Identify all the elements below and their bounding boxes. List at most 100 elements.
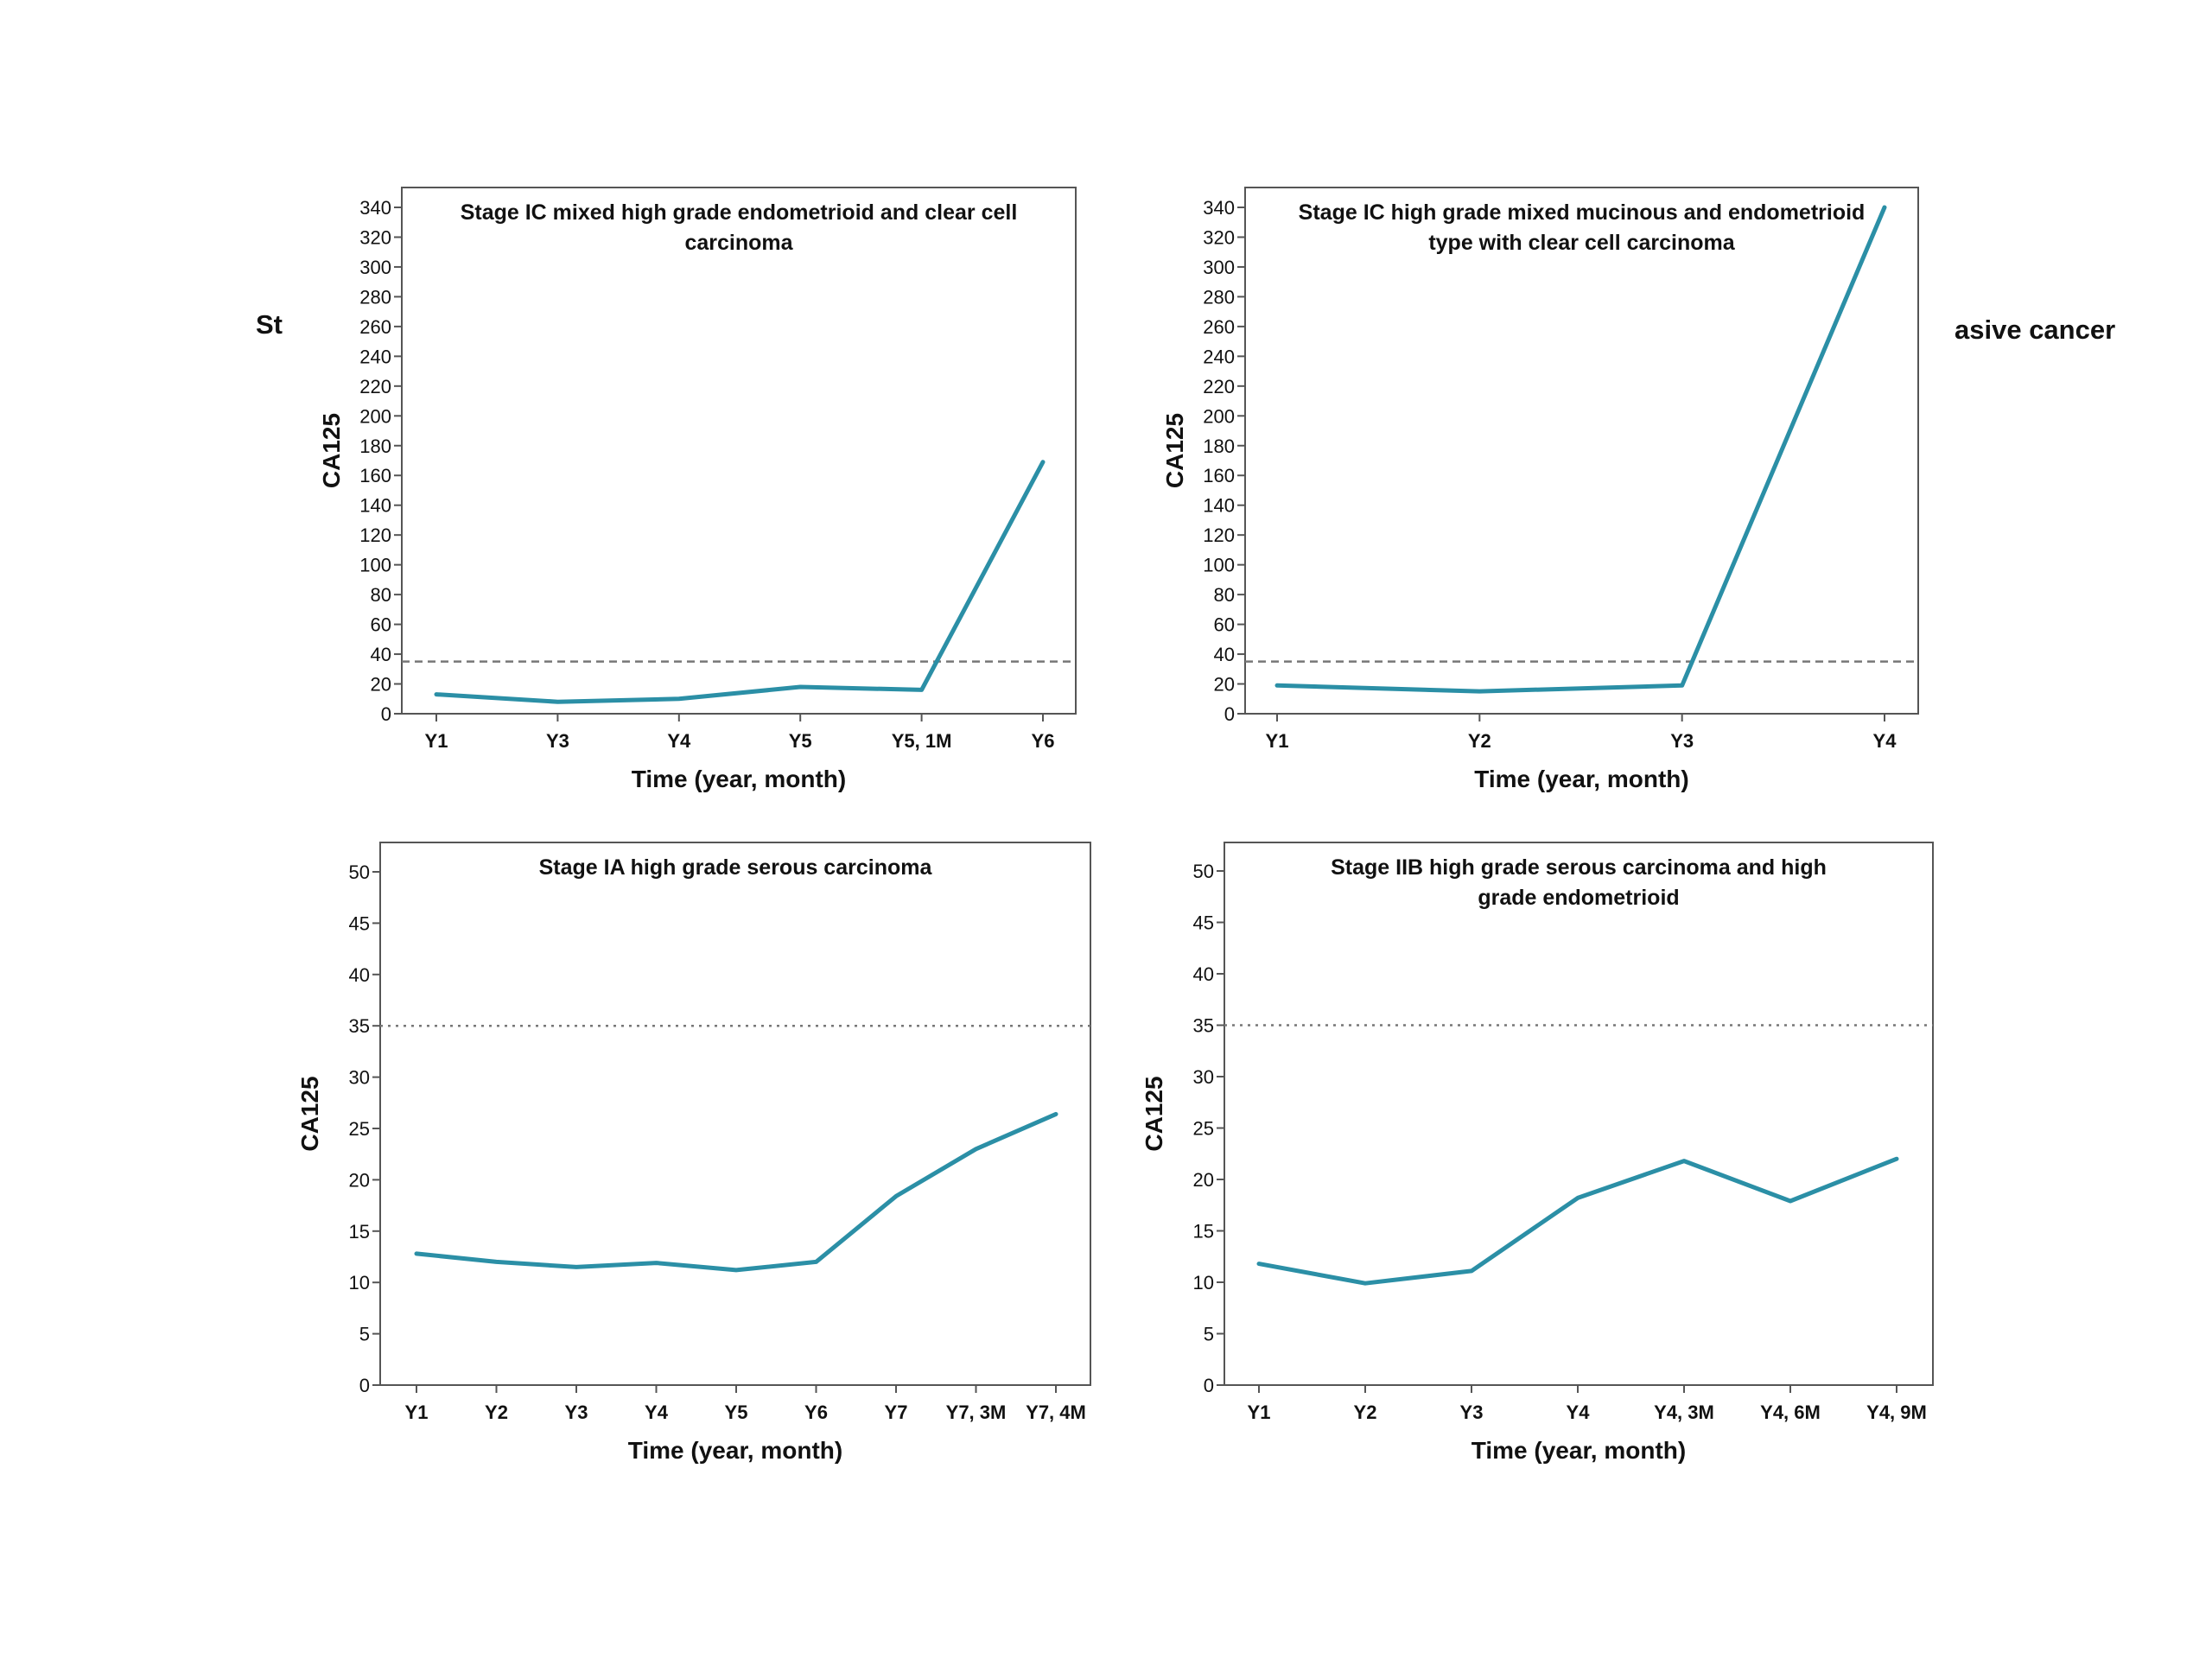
y-tick-label: 100 <box>359 555 391 576</box>
y-tick-label: 80 <box>1214 584 1235 606</box>
x-tick-label: Y1 <box>425 730 448 752</box>
x-tick-label: Y3 <box>565 1402 588 1423</box>
x-tick-label: Y4, 6M <box>1760 1402 1821 1423</box>
y-tick-label: 180 <box>1203 435 1235 457</box>
y-tick-label: 30 <box>1193 1066 1214 1088</box>
y-tick-label: 5 <box>359 1324 370 1345</box>
x-tick-label: Y4 <box>645 1402 669 1423</box>
y-tick-label: 35 <box>1193 1015 1214 1037</box>
y-tick-label: 100 <box>1203 555 1235 576</box>
y-tick-label: 30 <box>349 1067 370 1089</box>
y-tick-label: 0 <box>1224 703 1235 725</box>
y-tick-label: 40 <box>371 644 391 665</box>
y-tick-label: 25 <box>1193 1118 1214 1140</box>
series-line <box>434 460 1046 704</box>
x-tick-label: Y1 <box>1248 1402 1271 1423</box>
y-tick-label: 260 <box>359 316 391 338</box>
chart-title-line: carcinoma <box>684 231 793 255</box>
x-tick-label: Y2 <box>1354 1402 1377 1423</box>
chart-title-line: type with clear cell carcinoma <box>1428 231 1735 255</box>
series-line <box>1274 205 1887 694</box>
chart-title-line: grade endometrioid <box>1478 886 1679 910</box>
y-axis-label: CA125 <box>318 413 345 488</box>
x-tick-label: Y5 <box>725 1402 748 1423</box>
x-axis-label: Time (year, month) <box>628 1437 842 1464</box>
x-tick-label: Y4, 3M <box>1654 1402 1714 1423</box>
y-tick-label: 320 <box>1203 226 1235 248</box>
y-tick-label: 40 <box>1193 963 1214 985</box>
y-tick-label: 50 <box>349 861 370 883</box>
chart-title-line: Stage IA high grade serous carcinoma <box>539 855 933 880</box>
y-tick-label: 5 <box>1204 1324 1214 1345</box>
y-tick-label: 320 <box>359 226 391 248</box>
y-tick-label: 35 <box>349 1015 370 1037</box>
y-tick-label: 15 <box>349 1221 370 1243</box>
plot-frame <box>379 842 1091 1386</box>
y-tick-label: 160 <box>359 465 391 486</box>
x-tick-label: Y6 <box>804 1402 828 1423</box>
y-tick-label: 240 <box>1203 346 1235 367</box>
y-tick-label: 300 <box>359 257 391 278</box>
x-tick-label: Y3 <box>1670 730 1694 752</box>
y-tick-label: 45 <box>349 912 370 934</box>
y-tick-label: 240 <box>359 346 391 367</box>
y-tick-label: 120 <box>1203 524 1235 546</box>
y-tick-label: 140 <box>1203 495 1235 517</box>
chart-4: 0 5 10 15 20 25 30 35 40 45 50 Y1 Y2 Y3 Y4 Y4, 3M Y4, 6M… <box>1141 842 1934 1464</box>
y-tick-label: 220 <box>1203 376 1235 397</box>
y-tick-label: 20 <box>1214 674 1235 696</box>
y-tick-label: 280 <box>359 286 391 308</box>
y-tick-label: 340 <box>359 197 391 219</box>
y-tick-label: 280 <box>1203 286 1235 308</box>
y-tick-label: 60 <box>1214 614 1235 636</box>
x-tick-label: Y4 <box>1873 730 1897 752</box>
x-tick-label: Y1 <box>405 1402 429 1423</box>
x-tick-label: Y6 <box>1032 730 1055 752</box>
y-tick-label: 60 <box>371 614 391 636</box>
chart-title-line: Stage IC high grade mixed mucinous and e… <box>1299 200 1866 225</box>
x-tick-label: Y5 <box>789 730 812 752</box>
y-tick-label: 160 <box>1203 465 1235 486</box>
y-tick-label: 80 <box>371 584 391 606</box>
plot-frame <box>401 187 1077 715</box>
x-tick-label: Y4, 9M <box>1866 1402 1927 1423</box>
y-tick-label: 200 <box>359 405 391 427</box>
y-tick-label: 140 <box>359 495 391 517</box>
y-tick-label: 260 <box>1203 316 1235 338</box>
x-tick-label: Y2 <box>1468 730 1491 752</box>
y-tick-label: 340 <box>1203 197 1235 219</box>
y-tick-label: 180 <box>359 435 391 457</box>
series-line <box>1256 1156 1899 1286</box>
chart-title-line: Stage IIB high grade serous carcinoma an… <box>1331 855 1827 880</box>
y-tick-label: 0 <box>381 703 391 725</box>
y-tick-label: 200 <box>1203 405 1235 427</box>
x-axis-label: Time (year, month) <box>1471 1437 1686 1464</box>
x-tick-label: Y2 <box>485 1402 508 1423</box>
y-tick-label: 20 <box>349 1169 370 1191</box>
y-tick-label: 220 <box>359 376 391 397</box>
x-tick-label: Y4 <box>1567 1402 1591 1423</box>
plot-frame <box>1244 187 1919 715</box>
x-axis-label: Time (year, month) <box>632 766 846 792</box>
y-tick-label: 10 <box>1193 1272 1214 1294</box>
x-tick-label: Y4 <box>667 730 691 752</box>
y-tick-label: 45 <box>1193 912 1214 934</box>
clipped-text-left: St <box>256 309 283 340</box>
plot-frame <box>1224 842 1934 1386</box>
y-axis-label: CA125 <box>1161 413 1188 488</box>
y-tick-label: 50 <box>1193 861 1214 882</box>
y-tick-label: 40 <box>1214 644 1235 665</box>
x-tick-label: Y3 <box>546 730 569 752</box>
y-tick-label: 20 <box>371 674 391 696</box>
y-tick-label: 20 <box>1193 1169 1214 1191</box>
y-tick-label: 0 <box>1204 1375 1214 1396</box>
clipped-text-right: asive cancer <box>1955 315 2116 345</box>
x-tick-label: Y7 <box>885 1402 908 1423</box>
chart-title-line: Stage IC mixed high grade endometrioid a… <box>461 200 1018 225</box>
x-tick-label: Y7, 3M <box>946 1402 1007 1423</box>
y-axis-label: CA125 <box>1141 1076 1167 1151</box>
chart-3: 0 5 10 15 20 25 30 35 40 45 50 Y1 Y2 Y3 Y4 Y5 Y6 Y7 Y7, 3M… <box>296 842 1091 1464</box>
y-tick-label: 15 <box>1193 1221 1214 1243</box>
x-tick-label: Y5, 1M <box>892 730 952 752</box>
